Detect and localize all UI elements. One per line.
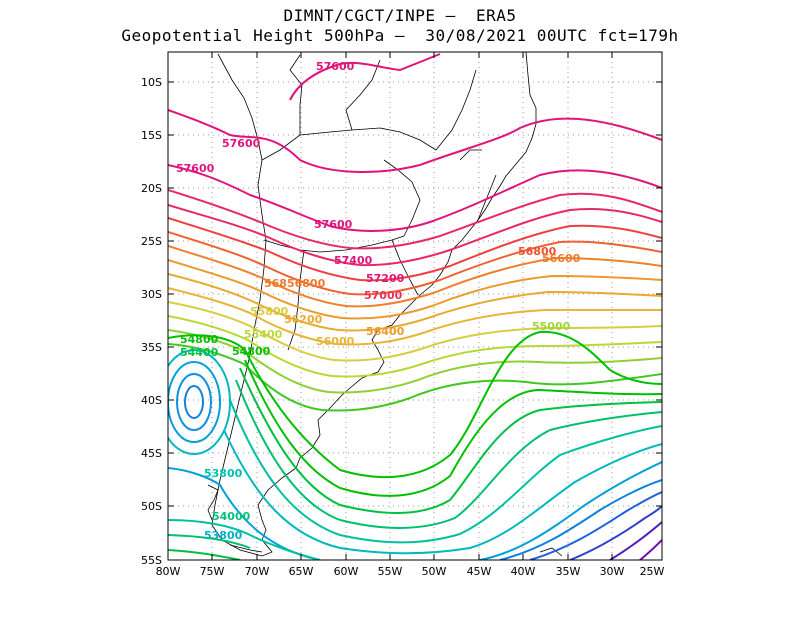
contour-label: 54800: [180, 333, 219, 346]
contour-label: 54400: [180, 346, 219, 359]
lat-label: 10S: [141, 76, 162, 89]
graticule: [168, 52, 662, 560]
contour-57600-b: [168, 164, 662, 232]
lat-label: 50S: [141, 500, 162, 513]
contour-label: 55400: [244, 328, 283, 341]
contour-57600-a: [168, 109, 662, 173]
lon-label: 45W: [467, 565, 492, 578]
contour-label: 55800: [250, 305, 289, 318]
contour-label: 56000: [316, 335, 355, 348]
contour-label: 57400: [334, 254, 373, 267]
map-frame: [167, 51, 663, 561]
lon-label: 25W: [640, 565, 665, 578]
lat-labels: 10S 15S 20S 25S 30S 35S 40S 45S 50S 55S: [141, 76, 162, 567]
south-america-coast: [211, 52, 537, 557]
lon-label: 80W: [156, 565, 181, 578]
contour-label: 56800: [518, 245, 557, 258]
lon-label: 70W: [245, 565, 270, 578]
contour-label: 57600: [176, 162, 215, 175]
contour-label: 57200: [366, 272, 405, 285]
lat-label: 35S: [141, 341, 162, 354]
lon-label: 30W: [600, 565, 625, 578]
contour-label: 55000: [532, 320, 571, 333]
lat-label: 30S: [141, 288, 162, 301]
lon-label: 65W: [289, 565, 314, 578]
contour-label: 54000: [212, 510, 251, 523]
contour-label: 53800: [204, 467, 243, 480]
contour-labels: 57600 57600 57600 57600 57400 57200 5700…: [176, 60, 581, 542]
contour-label: 57600: [222, 137, 261, 150]
contour-label: 56200: [284, 313, 323, 326]
contour-label: 56600: [542, 252, 581, 265]
lon-label: 75W: [200, 565, 225, 578]
lon-label: 55W: [378, 565, 403, 578]
lon-label: 35W: [556, 565, 581, 578]
lat-label: 15S: [141, 129, 162, 142]
lon-label: 50W: [422, 565, 447, 578]
lon-labels: 80W 75W 70W 65W 60W 55W 50W 45W 40W 35W …: [156, 565, 665, 578]
lon-label: 40W: [511, 565, 536, 578]
contour-label: 54800: [232, 345, 271, 358]
contour-label: 56856800: [264, 277, 326, 290]
contour-label: 56400: [366, 325, 405, 338]
contours: [168, 53, 662, 560]
title-line-1: DIMNT/CGCT/INPE – ERA5: [283, 6, 517, 25]
contour-57600-top: [289, 53, 441, 101]
contour-55000: [168, 330, 662, 479]
lat-label: 20S: [141, 182, 162, 195]
islands: [207, 484, 563, 557]
contour-label: 57600: [314, 218, 353, 231]
lat-label: 40S: [141, 394, 162, 407]
tick-marks: [168, 52, 662, 560]
lat-label: 55S: [141, 554, 162, 567]
contour-label: 57600: [316, 60, 355, 73]
lat-label: 25S: [141, 235, 162, 248]
title-line-2: Geopotential Height 500hPa – 30/08/2021 …: [121, 26, 679, 45]
contour-label: 53800: [204, 529, 243, 542]
contour-label: 57000: [364, 289, 403, 302]
map-content: 57600 57600 57600 57600 57400 57200 5700…: [168, 52, 662, 560]
lon-label: 60W: [334, 565, 359, 578]
lat-label: 45S: [141, 447, 162, 460]
